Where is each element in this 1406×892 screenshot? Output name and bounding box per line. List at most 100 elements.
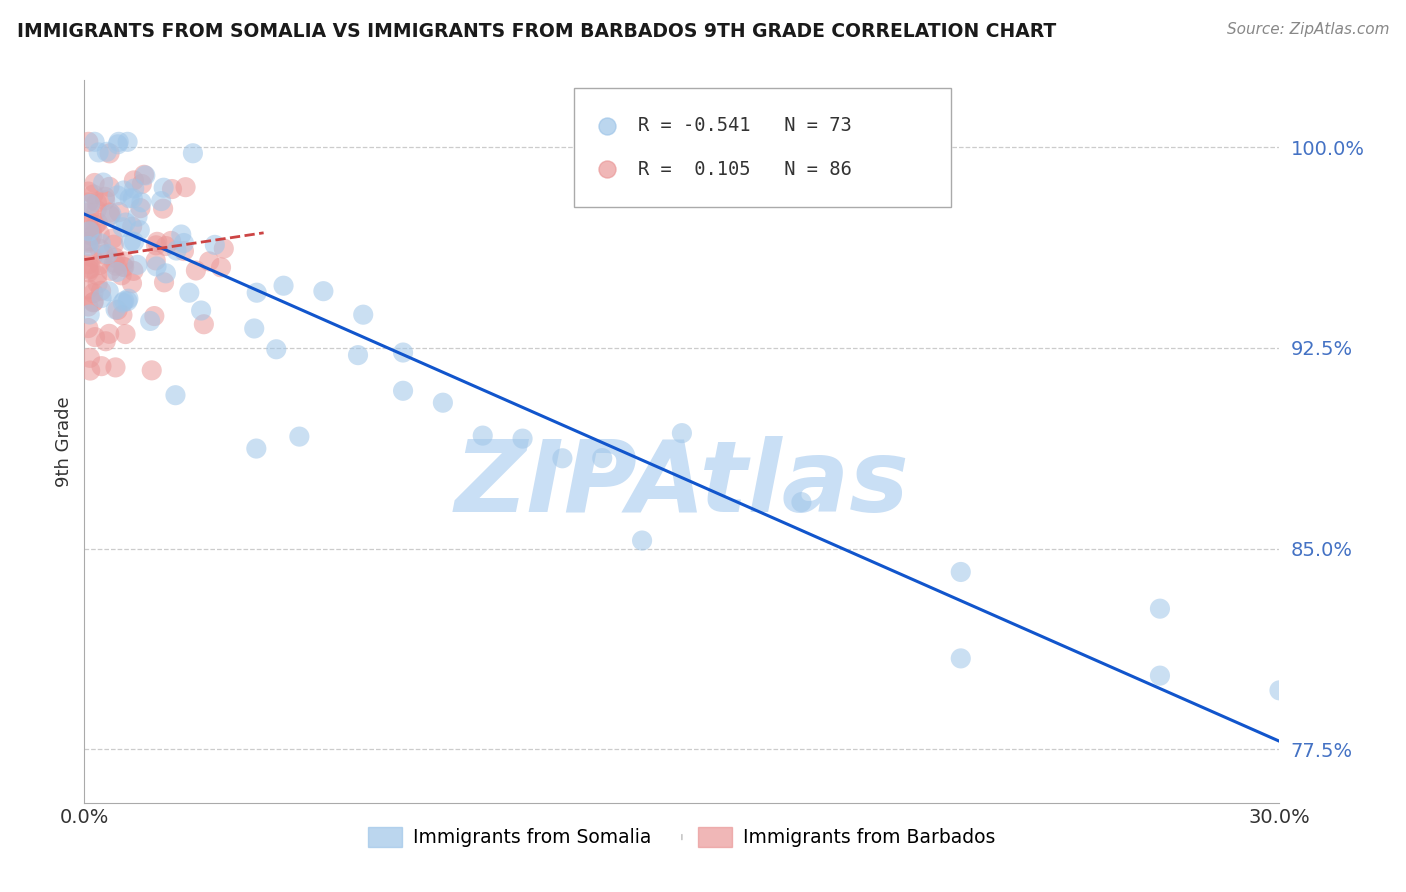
Point [107, 135, 129, 149]
Text: R =  0.105   N = 86: R = 0.105 N = 86 [638, 160, 852, 178]
Point [77, 205, 100, 219]
Point [949, 565, 972, 579]
Point [243, 321, 266, 335]
Point [139, 314, 162, 328]
Point [246, 285, 269, 300]
Point [112, 184, 135, 198]
Point [98, 209, 121, 223]
Point [1149, 601, 1171, 615]
Point [84, 330, 107, 344]
Point [80, 228, 103, 243]
Point [80, 261, 103, 276]
Point [122, 181, 145, 195]
Point [89, 258, 111, 272]
Point [86, 195, 108, 210]
Point [173, 235, 195, 250]
Point [134, 169, 156, 183]
Text: Source: ZipAtlas.com: Source: ZipAtlas.com [1226, 22, 1389, 37]
FancyBboxPatch shape [575, 87, 950, 207]
Y-axis label: 9th Grade: 9th Grade [55, 396, 73, 487]
Point [141, 363, 163, 377]
Point [111, 295, 134, 310]
Point [77, 217, 100, 231]
Point [91, 176, 114, 190]
Point [122, 173, 145, 187]
Point [949, 651, 972, 665]
Point [100, 207, 122, 221]
Point [104, 302, 127, 317]
Point [93, 247, 115, 261]
Point [77, 257, 100, 271]
Point [347, 348, 370, 362]
Point [152, 180, 174, 194]
Point [312, 284, 335, 298]
Point [82, 250, 104, 264]
Point [155, 266, 177, 280]
Point [86, 268, 108, 283]
Point [80, 223, 103, 237]
Point [132, 168, 156, 182]
Point [103, 237, 125, 252]
Point [1149, 668, 1171, 682]
Point [79, 363, 101, 377]
Point [90, 359, 112, 373]
Point [82, 187, 104, 202]
Point [111, 220, 134, 235]
Point [131, 195, 153, 210]
Point [77, 235, 100, 250]
Point [266, 343, 288, 357]
Point [118, 191, 141, 205]
Point [352, 308, 374, 322]
Point [77, 234, 100, 248]
Point [631, 533, 654, 548]
Point [112, 254, 135, 268]
Point [212, 242, 235, 256]
Point [432, 395, 454, 409]
Point [150, 194, 173, 208]
Point [392, 345, 415, 359]
Point [77, 239, 100, 253]
Point [117, 294, 139, 309]
Point [551, 451, 574, 466]
Point [94, 194, 117, 208]
Point [105, 259, 128, 273]
Point [160, 182, 183, 196]
Point [117, 292, 139, 306]
Point [471, 428, 494, 442]
Point [108, 205, 131, 219]
Point [114, 327, 136, 342]
Point [112, 293, 135, 308]
Point [671, 426, 693, 441]
Point [82, 295, 104, 310]
Point [166, 244, 188, 258]
Point [512, 432, 534, 446]
Legend: Immigrants from Somalia, Immigrants from Barbados: Immigrants from Somalia, Immigrants from… [360, 820, 1004, 855]
Point [101, 232, 124, 246]
Point [145, 253, 167, 268]
Point [83, 294, 105, 309]
Point [77, 283, 100, 297]
Point [204, 238, 226, 252]
Point [77, 185, 100, 199]
Point [77, 321, 100, 335]
Point [112, 260, 135, 275]
Point [193, 317, 215, 331]
Point [96, 247, 118, 261]
Point [79, 308, 101, 322]
Point [104, 251, 127, 265]
Point [129, 201, 152, 215]
Point [107, 137, 129, 152]
Point [145, 238, 167, 252]
Point [121, 191, 143, 205]
Point [127, 258, 149, 272]
Point [107, 188, 129, 202]
Point [131, 177, 153, 191]
Point [145, 260, 167, 274]
Text: R = -0.541   N = 73: R = -0.541 N = 73 [638, 116, 852, 136]
Point [127, 210, 149, 224]
Point [87, 145, 110, 160]
Point [170, 227, 193, 242]
Point [111, 308, 134, 322]
Point [165, 388, 187, 402]
Point [128, 223, 150, 237]
